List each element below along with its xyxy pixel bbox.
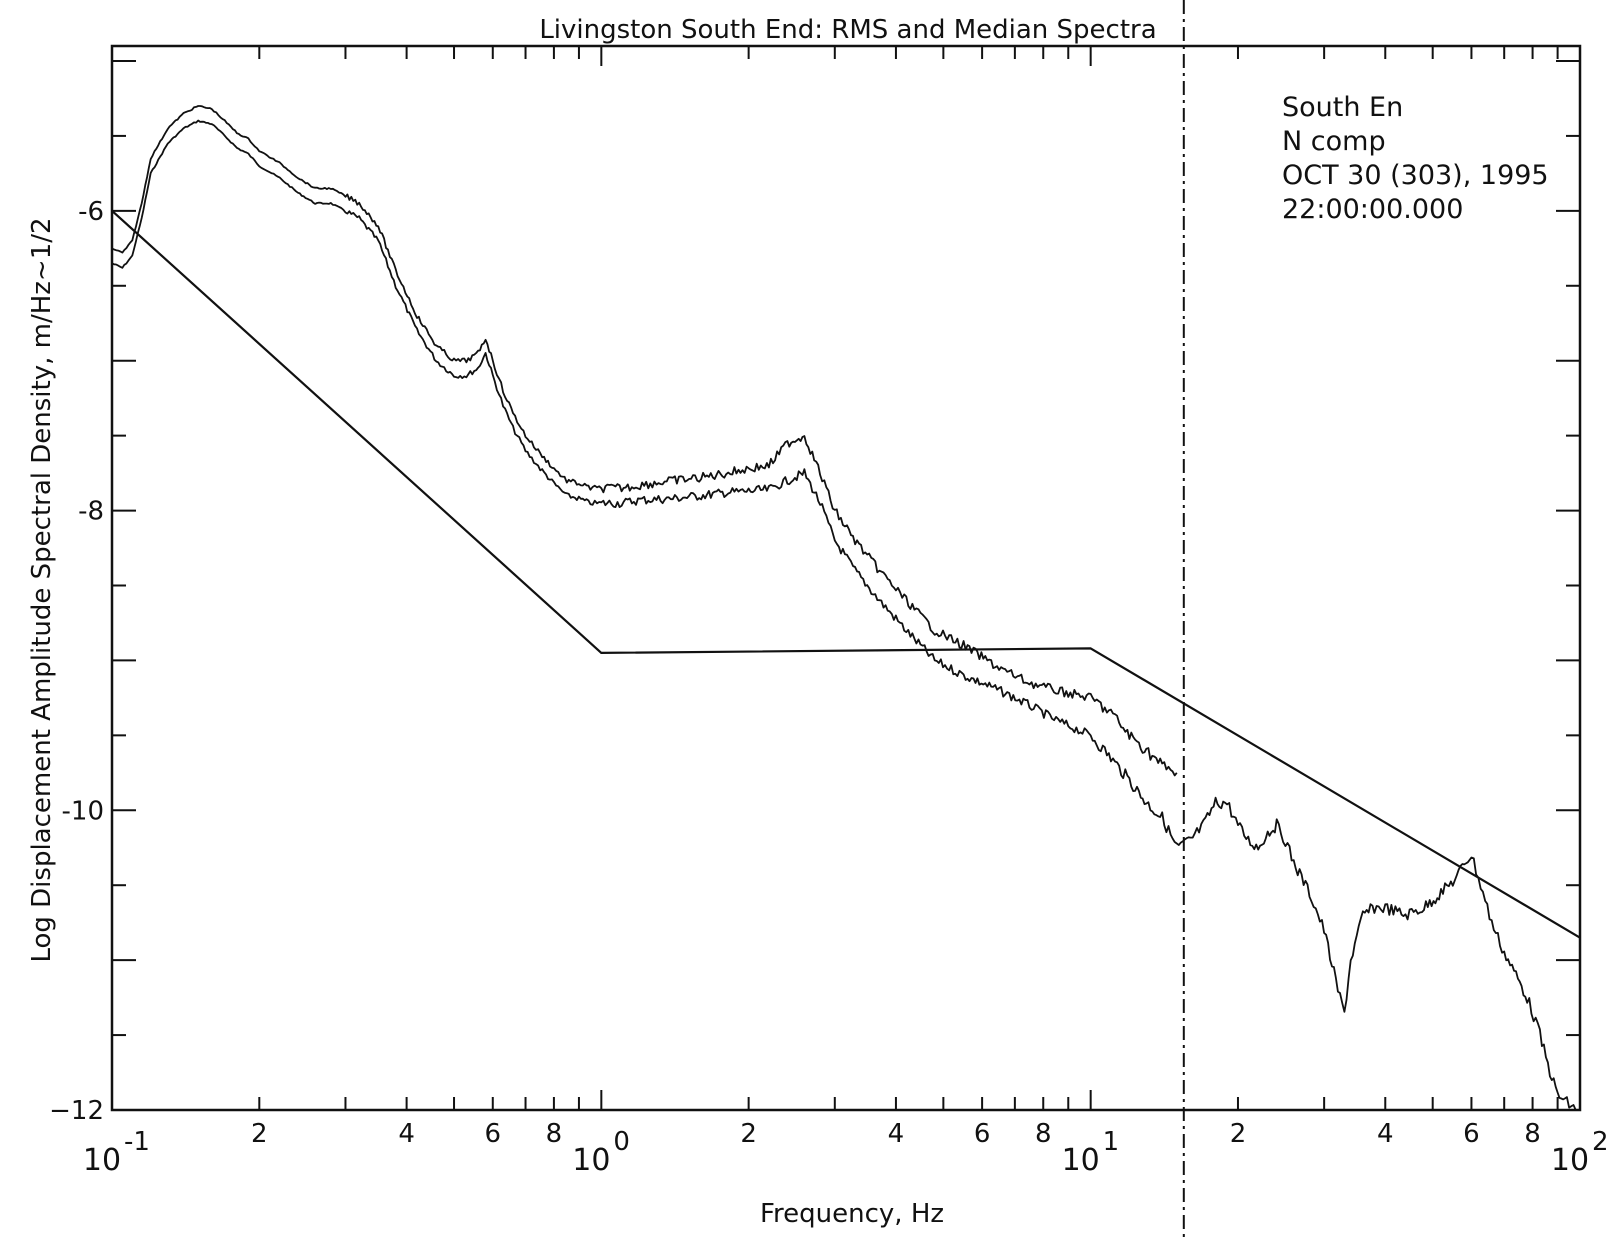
reference-noise-model-line	[111, 209, 1581, 939]
annotation-line-3: OCT 30 (303), 1995	[1282, 160, 1549, 191]
x-tick-label-minor: 2	[1230, 1119, 1247, 1149]
x-tick-label-minor: 8	[1035, 1119, 1052, 1149]
chart-title: Livingston South End: RMS and Median Spe…	[539, 15, 1156, 45]
y-tick-label: -8	[78, 497, 104, 527]
x-tick-label-minor: 8	[546, 1119, 563, 1149]
x-tick-label-decade: 10	[83, 1143, 121, 1178]
series-line-lower	[111, 119, 1577, 1111]
y-tick-label: -6	[78, 197, 104, 227]
x-tick-label-exponent: 1	[1103, 1127, 1120, 1157]
y-axis-title: Log Displacement Amplitude Spectral Dens…	[27, 217, 57, 962]
x-tick-label-minor: 4	[888, 1119, 905, 1149]
x-tick-label-minor: 2	[251, 1119, 268, 1149]
x-tick-label-minor: 6	[485, 1119, 502, 1149]
x-tick-label-decade: 10	[1062, 1143, 1100, 1178]
x-axis-title: Frequency, Hz	[760, 1199, 944, 1229]
annotation-block: South En N comp OCT 30 (303), 1995 22:00…	[1282, 92, 1549, 225]
x-tick-label-exponent: -1	[124, 1127, 150, 1157]
series-line-upper	[111, 105, 1178, 777]
x-tick-label-decade: 10	[1551, 1143, 1589, 1178]
x-tick-label-minor: 6	[974, 1119, 991, 1149]
y-axis-ticks	[112, 59, 1580, 1111]
x-tick-label-minor: 4	[1377, 1119, 1394, 1149]
y-axis-labels: -6 -8 -10 −12	[49, 197, 104, 1126]
x-tick-label-decade: 10	[572, 1143, 610, 1178]
x-tick-label-minor: 6	[1463, 1119, 1480, 1149]
x-tick-label-exponent: 0	[613, 1127, 630, 1157]
annotation-line-2: N comp	[1282, 126, 1386, 157]
annotation-line-1: South En	[1282, 92, 1403, 123]
x-tick-label-minor: 4	[398, 1119, 415, 1149]
x-tick-label-exponent: 2	[1592, 1127, 1609, 1157]
x-tick-label-minor: 8	[1524, 1119, 1541, 1149]
x-axis-ticks	[111, 46, 1581, 1110]
annotation-line-4: 22:00:00.000	[1282, 194, 1463, 225]
plot-frame	[110, 44, 1582, 1112]
y-tick-label: −12	[49, 1096, 104, 1126]
x-tick-label-minor: 2	[740, 1119, 757, 1149]
y-tick-label: -10	[62, 796, 104, 826]
series-group	[111, 105, 1581, 1111]
